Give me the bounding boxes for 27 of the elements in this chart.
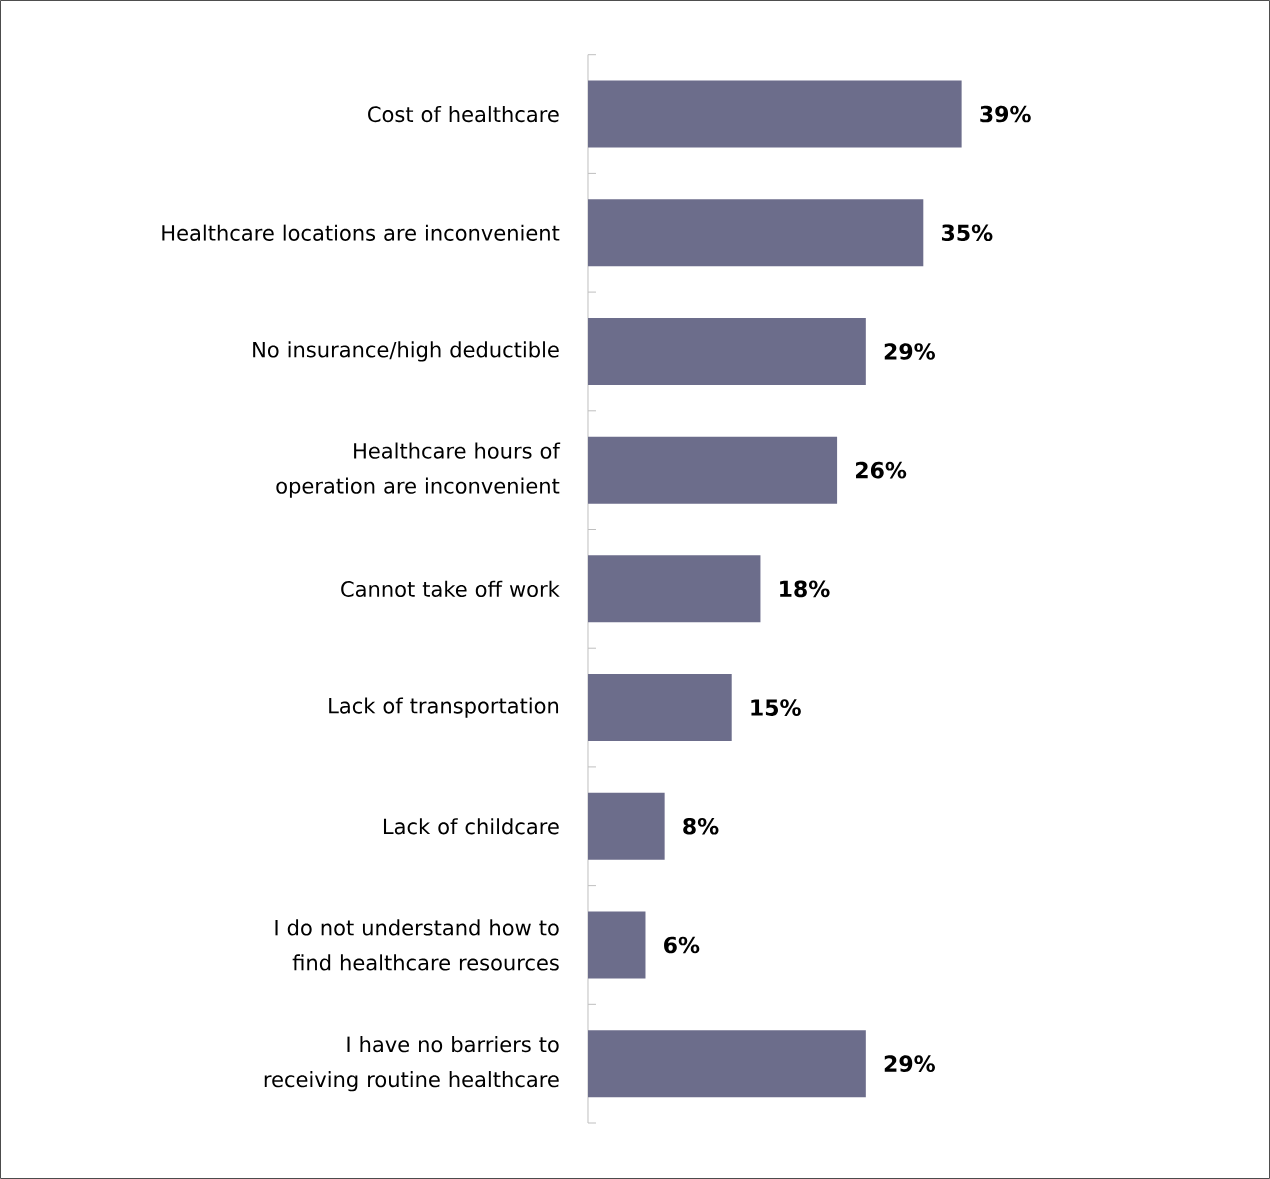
bar	[588, 1030, 866, 1098]
y-tick-label: I do not understand how to find healthcare resources	[275, 919, 559, 971]
data-label: 18%	[780, 580, 830, 598]
y-tick-label: Cost of healthcare	[368, 105, 559, 123]
data-label: 35%	[941, 224, 993, 242]
data-label: 39%	[980, 105, 1031, 123]
data-label: 26%	[856, 461, 907, 479]
y-tick-label: Lack of transportation	[329, 697, 559, 718]
bar	[588, 555, 761, 623]
bar	[588, 674, 732, 742]
data-label: 8%	[683, 817, 719, 835]
data-label: 15%	[751, 699, 801, 716]
y-tick-label: Healthcare hours of operation are inconvenient	[276, 442, 561, 498]
y-tick-label: Healthcare locations are inconvenient	[162, 224, 560, 241]
y-tick-label: No insurance/high deductible	[253, 341, 559, 362]
data-label: 6%	[664, 936, 700, 954]
y-tick-label: Cannot take off work	[341, 580, 560, 597]
bar	[588, 792, 665, 860]
data-label: 29%	[884, 1055, 935, 1072]
data-label: 29%	[884, 343, 935, 360]
bar	[588, 80, 962, 148]
y-tick-label: I have no barriers to receiving routine healthcare	[264, 1036, 559, 1092]
bar	[588, 317, 866, 385]
y-tick-label: Lack of childcare	[383, 818, 559, 835]
bar	[588, 911, 646, 979]
bar	[588, 436, 838, 504]
bar	[588, 199, 924, 267]
